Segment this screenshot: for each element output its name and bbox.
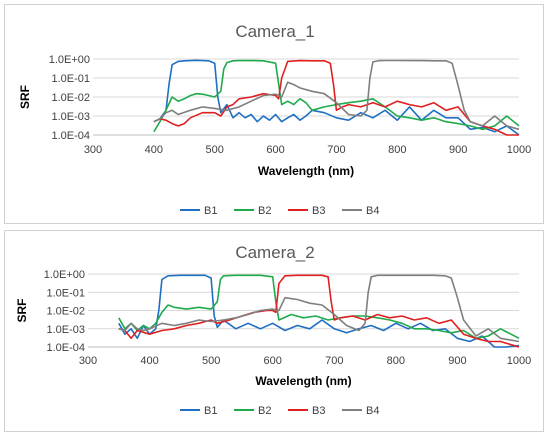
x-tick-label: 500 <box>206 144 224 156</box>
y-tick-label: 1.0E-02 <box>51 92 90 104</box>
x-tick-label: 500 <box>202 355 220 367</box>
x-tick-label: 700 <box>327 144 345 156</box>
x-axis-title: Wavelength (nm) <box>255 374 351 388</box>
y-tick-label: 1.0E-01 <box>46 287 85 299</box>
series-line-b1 <box>153 59 520 136</box>
x-tick-label: 300 <box>84 144 102 156</box>
y-tick-label: 1.0E-01 <box>51 73 90 85</box>
y-axis-title: SRF <box>18 85 32 109</box>
x-tick-label: 600 <box>266 144 284 156</box>
chart-camera-1: Camera_1 1.0E-04 1.0E-03 1.0E-02 1.0E-01 1.0E… <box>18 22 531 217</box>
y-tick-label: 1.0E-03 <box>51 111 90 123</box>
y-tick-label: 1.0E-04 <box>46 342 85 354</box>
chart-panel-camera-1: Camera_1 1.0E-04 1.0E-03 1.0E-02 1.0E-01 1.0E… <box>4 4 544 224</box>
chart-camera-2: Camera_2 1.0E-04 1.0E-03 1.0E-02 1.0E-01 1.0E… <box>15 243 531 417</box>
x-tick-label: 400 <box>140 355 158 367</box>
series-line-b4 <box>153 59 520 131</box>
y-tick-label: 1.0E+00 <box>44 269 85 281</box>
legend-label-b4: B4 <box>366 405 379 417</box>
x-tick-label: 800 <box>387 355 405 367</box>
legend-label-b4: B4 <box>366 205 379 217</box>
y-tick-label: 1.0E+00 <box>49 54 90 66</box>
legend-label-b3: B3 <box>312 405 325 417</box>
x-tick-label: 900 <box>448 355 466 367</box>
legend-label-b1: B1 <box>204 205 217 217</box>
x-tick-label: 400 <box>145 144 163 156</box>
series-line-b4 <box>118 274 520 343</box>
x-tick-label: 1000 <box>507 355 531 367</box>
x-tick-label: 800 <box>388 144 406 156</box>
x-tick-label: 1000 <box>507 144 531 156</box>
legend-label-b2: B2 <box>258 405 271 417</box>
legend-label-b1: B1 <box>204 405 217 417</box>
x-axis-title: Wavelength (nm) <box>258 164 354 178</box>
series-line-b3 <box>118 274 520 348</box>
x-tick-label: 900 <box>449 144 467 156</box>
x-tick-label: 700 <box>325 355 343 367</box>
series-line-b3 <box>153 59 519 136</box>
series-line-b2 <box>153 59 520 133</box>
series-line-b2 <box>118 274 520 340</box>
x-tick-label: 300 <box>79 355 97 367</box>
legend-label-b3: B3 <box>312 205 325 217</box>
y-tick-label: 1.0E-02 <box>46 306 85 318</box>
chart-panel-camera-2: Camera_2 1.0E-04 1.0E-03 1.0E-02 1.0E-01 1.0E… <box>4 230 544 432</box>
chart-title: Camera_1 <box>235 22 314 41</box>
chart-title: Camera_2 <box>235 243 314 262</box>
x-tick-label: 600 <box>264 355 282 367</box>
series-line-b1 <box>118 274 520 348</box>
y-tick-label: 1.0E-03 <box>46 324 85 336</box>
y-tick-label: 1.0E-04 <box>51 130 90 142</box>
legend-label-b2: B2 <box>258 205 271 217</box>
y-axis-title: SRF <box>15 299 29 323</box>
